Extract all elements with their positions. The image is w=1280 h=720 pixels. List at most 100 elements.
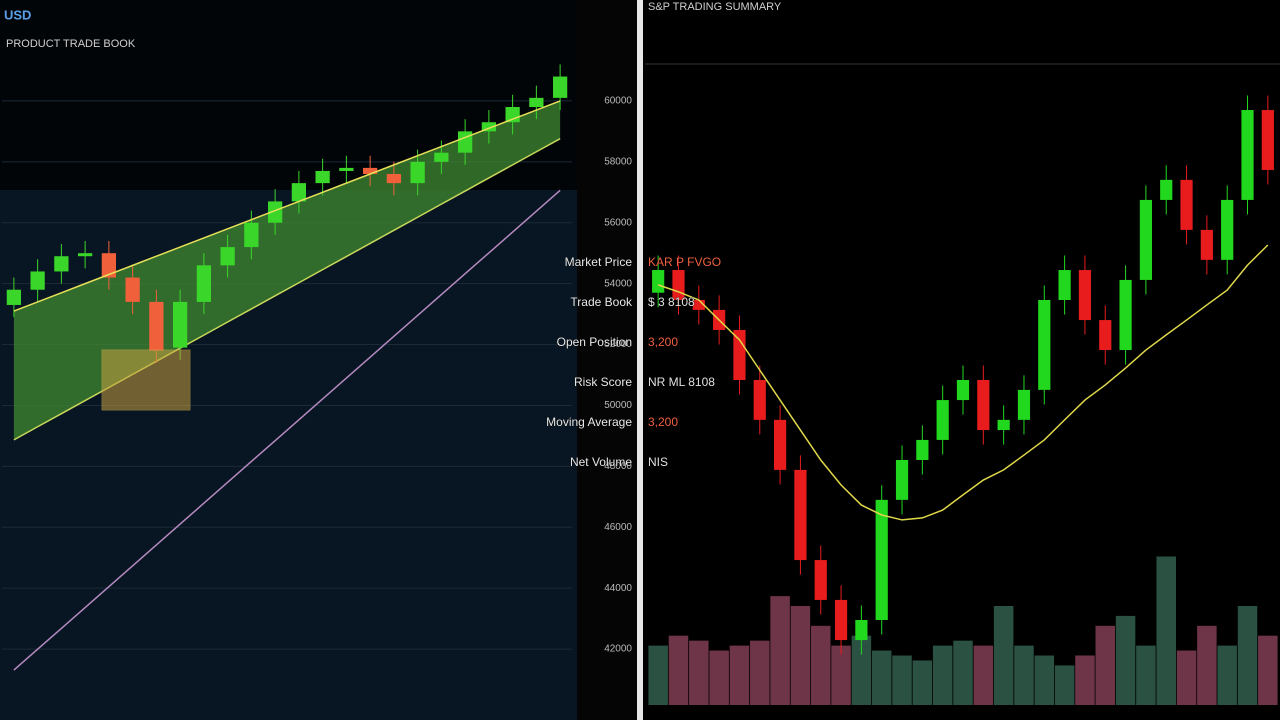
candle-body	[30, 271, 45, 290]
y-tick-label: 42000	[604, 644, 632, 655]
volume-bar	[1237, 606, 1258, 705]
y-tick-label: 54000	[604, 278, 632, 289]
overlay-label: Market Price	[565, 255, 633, 269]
overlay-label: Trade Book	[570, 295, 633, 309]
candle-body	[794, 469, 807, 561]
candle-body	[814, 560, 827, 600]
candle-body	[1119, 279, 1132, 351]
divider	[637, 0, 643, 720]
candle-body	[315, 170, 330, 184]
y-tick-label: 44000	[604, 583, 632, 594]
candle-body	[410, 161, 425, 184]
overlay-value: KAR P FVGO	[648, 255, 721, 269]
candle-body	[1261, 110, 1274, 170]
candle-body	[78, 253, 93, 257]
right-title: S&P TRADING SUMMARY	[648, 1, 782, 13]
left-title: USD	[4, 7, 31, 22]
overlay-value: 3,200	[648, 335, 678, 349]
candle-body	[1241, 110, 1254, 200]
candle-body	[733, 329, 746, 380]
volume-bar	[1156, 556, 1176, 705]
candle-body	[692, 300, 705, 310]
y-tick-label: 60000	[604, 96, 632, 107]
candle-body	[1221, 199, 1234, 260]
y-tick-label: 52000	[604, 339, 632, 350]
candle-body	[386, 174, 401, 184]
volume-bar	[973, 645, 994, 705]
candle-body	[173, 301, 188, 348]
volume-bar	[729, 645, 750, 705]
volume-bar	[932, 645, 953, 705]
candle-body	[834, 599, 848, 641]
y-tick-label: 58000	[604, 156, 632, 167]
overlay: Market Price KAR P FVGO Trade Book $ 3 8108…	[546, 255, 721, 470]
volume-bar	[993, 606, 1014, 705]
long-ma-line	[13, 189, 561, 671]
candle-body	[196, 265, 211, 302]
volume-bar	[1014, 645, 1034, 705]
candle-body	[54, 256, 69, 272]
left-subtitle: PRODUCT TRADE BOOK	[6, 38, 136, 50]
candle-body	[363, 167, 378, 174]
candle-body	[434, 152, 449, 162]
candle-body	[149, 301, 164, 351]
overlay-label: Risk Score	[574, 375, 632, 389]
volume-bar	[1176, 650, 1197, 705]
volume-bar	[790, 606, 811, 705]
candle-body	[458, 131, 473, 153]
volume-bar	[892, 655, 912, 705]
candle-body	[753, 380, 766, 420]
candle-body	[220, 247, 235, 266]
volume-bar	[668, 635, 689, 705]
volume-bar	[1217, 645, 1237, 705]
candle-body	[291, 183, 306, 202]
candle-body	[339, 167, 354, 171]
volume-bar	[953, 640, 973, 705]
ma-line	[657, 244, 1269, 521]
ma-line	[13, 100, 561, 312]
overlay-value: NIS	[648, 455, 668, 469]
candle-body	[956, 380, 970, 401]
candle-body	[1139, 199, 1152, 280]
candle-body	[875, 499, 888, 620]
volume-bar	[1115, 615, 1136, 705]
price-axis-panel	[577, 0, 637, 720]
candle-body	[855, 620, 868, 641]
y-tick-label: 48000	[604, 461, 632, 472]
candle-body	[977, 380, 990, 431]
candle-body	[652, 270, 665, 293]
overlay-label: Net Volume	[570, 455, 632, 469]
candle-body	[1160, 179, 1173, 200]
candle-body	[774, 419, 787, 470]
volume-bar	[1054, 665, 1075, 705]
volume-bar	[770, 596, 790, 705]
candle-body	[1038, 300, 1051, 390]
candle-body	[101, 253, 116, 278]
volume-bar	[912, 660, 933, 705]
volume-bar	[810, 625, 831, 705]
volume-bar	[1136, 645, 1156, 705]
candle-body	[125, 277, 140, 302]
volume-bar	[851, 635, 872, 705]
candle-body	[1058, 270, 1071, 300]
candle-body	[1078, 270, 1092, 321]
candle-body	[1180, 179, 1193, 230]
volume-bar	[750, 640, 770, 705]
volume-bar	[831, 645, 851, 705]
y-tick-label: 56000	[604, 217, 632, 228]
volume-bar	[648, 645, 668, 705]
candle-body	[1200, 229, 1213, 260]
overlay-label: Moving Average	[546, 415, 632, 429]
highlight-box	[101, 349, 191, 411]
candle-body	[997, 419, 1010, 431]
y-tick-label: 46000	[604, 522, 632, 533]
overlay-value: 3,200	[648, 415, 678, 429]
candle-body	[529, 97, 544, 107]
volume-bar	[1258, 635, 1278, 705]
candle-body	[936, 400, 949, 440]
volume-bar	[709, 650, 729, 705]
y-tick-label: 50000	[604, 400, 632, 411]
candle-body	[481, 122, 496, 132]
